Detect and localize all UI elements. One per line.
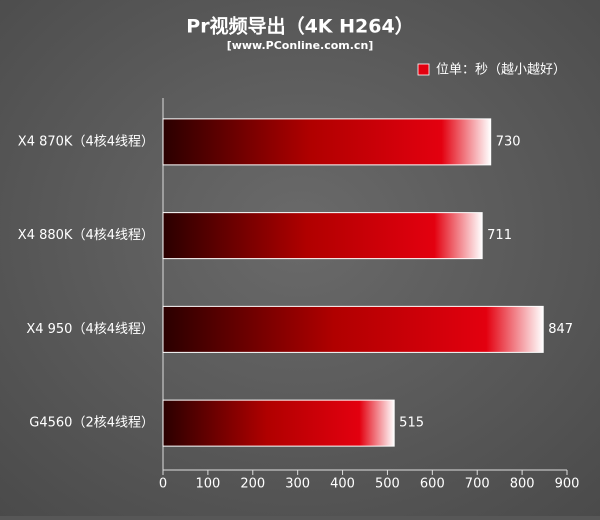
x-tick-label: 900 [555,477,580,492]
category-label: G4560（2核4线程） [29,416,154,431]
value-label: 515 [399,416,424,431]
category-label: X4 870K（4核4线程） [18,134,154,149]
bar [162,305,544,353]
x-tick-label: 800 [510,477,535,492]
chart-subtitle: [www.PConline.com.cn] [227,39,374,52]
value-label: 847 [548,322,573,337]
bar [162,399,395,447]
chart-title: Pr视频导出（4K H264） [186,15,413,38]
x-tick-label: 400 [330,477,355,492]
category-label: X4 880K（4核4线程） [18,228,154,243]
bar [162,212,483,260]
x-tick-label: 100 [195,477,220,492]
x-tick-label: 500 [375,477,400,492]
x-tick-label: 300 [285,477,310,492]
value-label: 730 [496,134,521,149]
x-tick-label: 0 [159,477,167,492]
x-tick-label: 600 [420,477,445,492]
legend-swatch [417,63,430,76]
x-tick-label: 700 [465,477,490,492]
bar [162,118,492,166]
category-label: X4 950（4核4线程） [26,322,154,337]
x-tick-label: 200 [240,477,265,492]
value-label: 711 [487,228,512,243]
legend-label: 位单：秒（越小越好） [436,63,566,78]
